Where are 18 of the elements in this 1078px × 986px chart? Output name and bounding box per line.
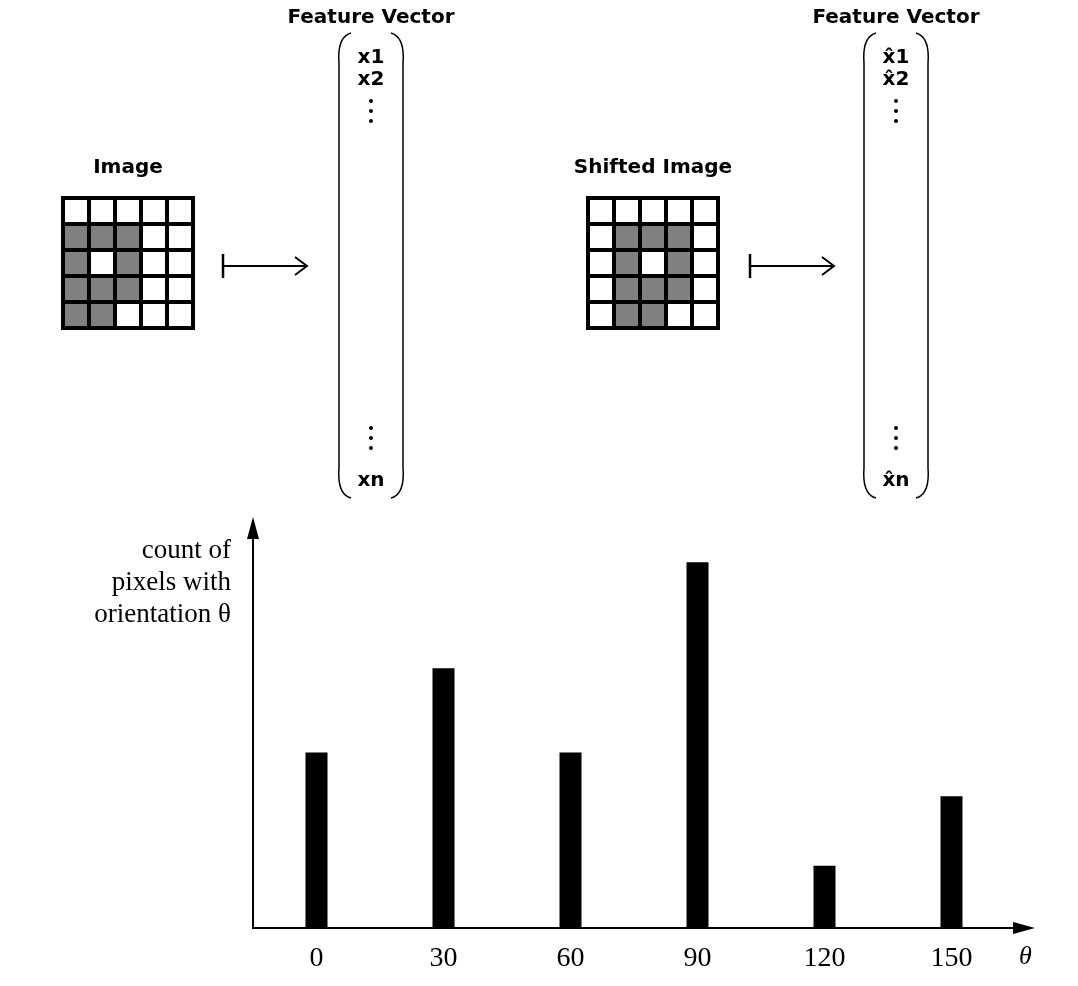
x-tick-label: 0 bbox=[309, 940, 324, 972]
text: xn bbox=[357, 467, 385, 491]
x-tick-label: 90 bbox=[683, 940, 712, 972]
text: x2 bbox=[357, 66, 385, 90]
x-tick-label: 120 bbox=[803, 940, 846, 972]
text: Image bbox=[93, 154, 163, 178]
text: x̂1 bbox=[882, 44, 910, 68]
x-tick-label: 60 bbox=[556, 940, 585, 972]
text: Shifted Image bbox=[573, 154, 733, 178]
text: Feature Vector bbox=[287, 4, 455, 28]
text: x̂n bbox=[882, 467, 910, 491]
x-tick-label: 30 bbox=[429, 940, 458, 972]
y-axis-title: count of pixels with orientation θ bbox=[94, 534, 232, 628]
text: Feature Vector bbox=[812, 4, 980, 28]
text: x̂2 bbox=[882, 66, 910, 90]
text: x1 bbox=[357, 44, 385, 68]
x-tick-label: 150 bbox=[930, 940, 973, 972]
x-axis-title: θ bbox=[1019, 940, 1032, 970]
